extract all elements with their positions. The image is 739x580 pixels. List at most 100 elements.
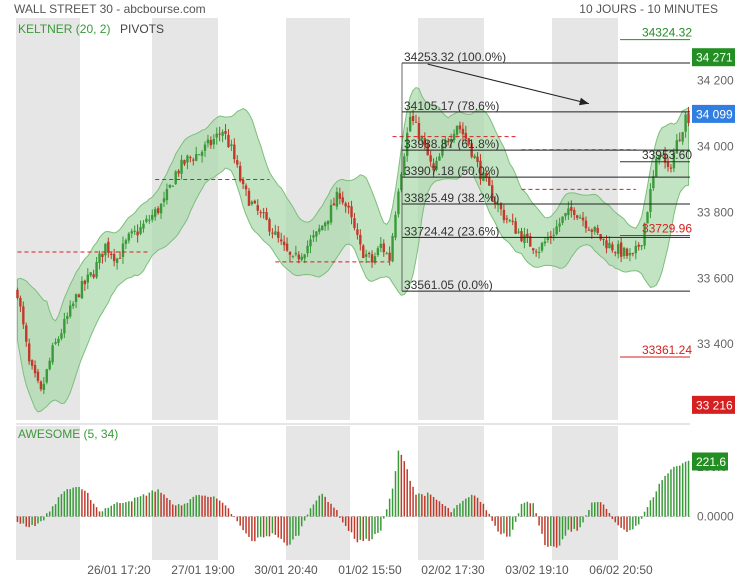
candle-body bbox=[573, 209, 576, 215]
candle-body bbox=[391, 235, 394, 262]
ao-value-text: 221.6 bbox=[696, 455, 726, 469]
candle-body bbox=[467, 138, 470, 145]
candle-body bbox=[224, 130, 227, 134]
candle-body bbox=[291, 255, 295, 257]
candle-body bbox=[19, 297, 22, 307]
candle-body bbox=[444, 139, 447, 145]
candle-body bbox=[543, 241, 547, 244]
candle-body bbox=[575, 215, 579, 218]
candle-body bbox=[159, 203, 163, 214]
candle-body bbox=[619, 242, 623, 257]
candle-body bbox=[537, 252, 541, 254]
x-tick-6: 06/02 20:50 bbox=[589, 563, 653, 577]
candle-body bbox=[244, 185, 248, 190]
candle-body bbox=[362, 245, 365, 258]
candle-body bbox=[400, 174, 403, 191]
candle-body bbox=[162, 198, 166, 203]
candle-body bbox=[447, 141, 450, 143]
candle-body bbox=[195, 154, 198, 161]
x-tick-1: 27/01 19:00 bbox=[171, 563, 235, 577]
candle-body bbox=[95, 261, 98, 278]
candle-body bbox=[367, 252, 371, 254]
candle-body bbox=[514, 221, 517, 234]
chart-period: 10 JOURS - 10 MINUTES bbox=[579, 2, 718, 16]
candle-body bbox=[435, 160, 438, 170]
candle-body bbox=[329, 205, 333, 223]
candle-body bbox=[74, 294, 78, 303]
candle-body bbox=[669, 167, 673, 169]
candle-body bbox=[432, 163, 435, 171]
level-label-0: 34324.32 bbox=[642, 26, 692, 40]
candle-body bbox=[136, 231, 139, 236]
level-label-2: 33729.96 bbox=[642, 221, 692, 235]
candle-body bbox=[142, 223, 145, 229]
candle-body bbox=[655, 158, 658, 177]
candle-body bbox=[33, 365, 37, 374]
fib-label-6: 33561.05 (0.0%) bbox=[404, 278, 493, 292]
price-badge-text-2: 33 216 bbox=[696, 398, 733, 412]
candle-body bbox=[206, 139, 210, 144]
candle-body bbox=[479, 160, 482, 180]
candle-body bbox=[36, 371, 40, 381]
y-tick-3: 33 600 bbox=[697, 271, 734, 285]
candle-body bbox=[145, 218, 148, 222]
candle-body bbox=[253, 200, 257, 204]
candle-body bbox=[156, 208, 160, 214]
candle-body bbox=[180, 159, 183, 174]
candle-body bbox=[411, 116, 415, 121]
candle-body bbox=[303, 254, 306, 259]
candle-body bbox=[452, 133, 456, 141]
candle-body bbox=[555, 226, 558, 235]
candle-body bbox=[69, 305, 72, 317]
candle-body bbox=[617, 244, 620, 254]
candle-body bbox=[461, 128, 465, 135]
candle-body bbox=[45, 369, 48, 383]
candle-body bbox=[318, 228, 321, 232]
candle-body bbox=[517, 231, 520, 233]
candle-body bbox=[540, 242, 544, 251]
candle-body bbox=[89, 272, 92, 276]
candle-body bbox=[622, 247, 626, 257]
candle-body bbox=[505, 218, 509, 220]
candle-body bbox=[581, 217, 585, 221]
candle-body bbox=[338, 193, 342, 199]
candle-body bbox=[148, 219, 151, 221]
candle-body bbox=[80, 280, 84, 299]
candle-body bbox=[259, 212, 262, 214]
candle-body bbox=[250, 201, 254, 205]
candle-body bbox=[60, 333, 63, 339]
candle-body bbox=[344, 203, 347, 207]
fib-label-1: 34105.17 (78.6%) bbox=[404, 99, 499, 113]
candle-body bbox=[127, 233, 131, 241]
level-label-3: 33361.24 bbox=[642, 343, 692, 357]
x-tick-5: 03/02 19:10 bbox=[505, 563, 569, 577]
candle-body bbox=[634, 245, 637, 254]
candle-body bbox=[42, 383, 46, 391]
day-shade-osc-0 bbox=[16, 426, 80, 560]
candle-body bbox=[570, 206, 573, 211]
candle-body bbox=[262, 212, 265, 214]
candle-body bbox=[420, 136, 424, 140]
candle-body bbox=[309, 239, 312, 247]
candle-body bbox=[212, 139, 216, 145]
candle-body bbox=[203, 144, 207, 151]
candle-body bbox=[323, 222, 327, 227]
ao-value-badge bbox=[692, 452, 728, 471]
x-tick-0: 26/01 17:20 bbox=[87, 563, 151, 577]
candle-body bbox=[526, 233, 529, 237]
candle-body bbox=[39, 381, 43, 390]
candle-body bbox=[488, 177, 491, 186]
candle-body bbox=[397, 191, 400, 215]
candle-body bbox=[414, 121, 418, 123]
candle-body bbox=[508, 220, 511, 222]
y-tick-1: 34 000 bbox=[697, 140, 734, 154]
candle-body bbox=[285, 243, 289, 251]
candle-body bbox=[133, 230, 136, 232]
candle-body bbox=[112, 253, 116, 262]
awesome-label: AWESOME (5, 34) bbox=[18, 427, 118, 441]
candle-body bbox=[652, 176, 655, 189]
candle-body bbox=[549, 236, 553, 238]
candle-body bbox=[631, 252, 635, 254]
candle-body bbox=[532, 248, 535, 251]
